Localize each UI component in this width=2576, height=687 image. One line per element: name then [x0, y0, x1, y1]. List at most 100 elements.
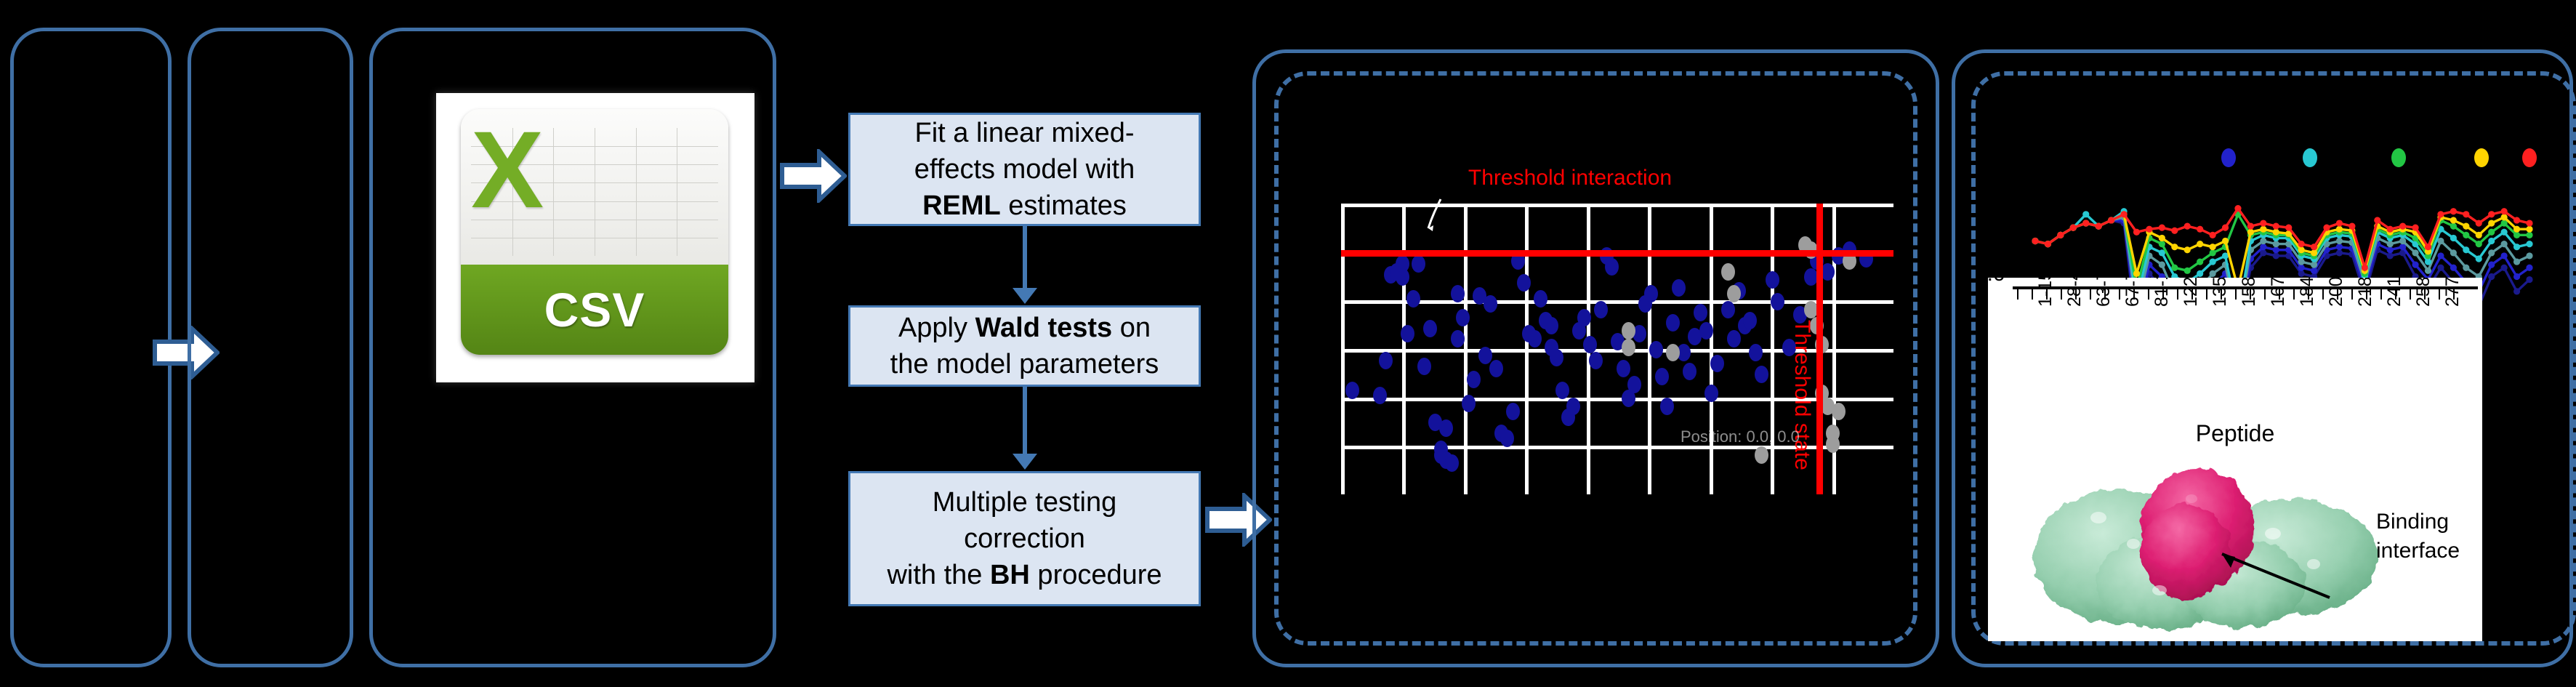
peptide-series-marker [2247, 222, 2255, 230]
peptide-series-marker [2221, 252, 2229, 260]
peptide-series-marker [2120, 211, 2128, 218]
peptide-tick-label: 135-144 [2210, 278, 2231, 307]
fit-model-reml: REML [922, 190, 1001, 221]
scatter-point [1721, 263, 1735, 281]
scatter-gridline-vertical [1464, 204, 1468, 494]
peptide-series-marker [2526, 231, 2533, 238]
scatter-point [1832, 403, 1846, 420]
peptide-series-marker [2463, 211, 2470, 218]
peptide-series-marker [2260, 225, 2267, 233]
peptide-axis-tick [2090, 289, 2091, 300]
peptide-series-line [2034, 206, 2530, 273]
legend-dot-red [2522, 148, 2537, 167]
scatter-gridline-horizontal [1341, 204, 1893, 207]
peptide-series-marker [2437, 237, 2444, 245]
peptide-series-marker [2513, 273, 2521, 281]
peptide-axis-tick [2366, 289, 2367, 300]
peptide-series-line [2034, 209, 2530, 318]
peptide-axis-tick [2410, 289, 2411, 300]
legend-dot-cyan [2303, 148, 2317, 167]
spreadsheet-gridlines [461, 109, 728, 265]
scatter-point [1644, 285, 1658, 302]
peptide-series-marker [2260, 244, 2267, 251]
connector-wald-to-correction-arrowhead [1013, 454, 1037, 470]
peptide-y-zero-label: 0.0 [1988, 278, 2005, 286]
binding-interface-line2: interface [2376, 539, 2460, 563]
scatter-point [1594, 301, 1608, 318]
scatter-point [1622, 322, 1635, 340]
peptide-series-marker [2500, 252, 2508, 260]
peptide-axis-tick [2221, 289, 2222, 300]
peptide-series-marker [2158, 224, 2165, 231]
peptide-series-marker [2260, 220, 2267, 227]
peptide-axis-tick [2351, 289, 2353, 300]
scatter-gridline-horizontal [1341, 349, 1893, 353]
scatter-point [1727, 330, 1741, 347]
csv-file-icon: X CSV [461, 109, 728, 355]
mt-line2: correction [964, 523, 1085, 554]
peptide-series-marker [2526, 225, 2533, 233]
peptide-series-marker [2082, 220, 2090, 227]
peptide-series-line [2034, 215, 2530, 325]
peptide-tick-label: 258-266 [2413, 278, 2434, 307]
peptide-series-marker [2032, 237, 2039, 245]
scatter-point [1683, 363, 1696, 380]
scatter-gridline-vertical [1525, 204, 1529, 494]
peptide-series-marker [2450, 249, 2457, 257]
scatter-point [1412, 255, 1425, 273]
peptide-series-marker [2450, 217, 2457, 224]
peptide-series-marker [2424, 258, 2432, 265]
peptide-series-marker [2272, 241, 2279, 248]
peptide-series-marker [2171, 264, 2178, 271]
scatter-point [1727, 285, 1741, 302]
scatter-point [1666, 344, 1680, 361]
scatter-point [1423, 320, 1437, 337]
peptide-tick-label: 122-129 [2181, 278, 2202, 307]
statistical-method-stage-panel [369, 28, 776, 667]
scatter-point [1826, 435, 1840, 453]
peptide-axis-tick [2337, 289, 2338, 300]
peptide-series-marker [2412, 224, 2419, 231]
scatter-point [1622, 339, 1635, 356]
scatter-point [1506, 403, 1520, 420]
scatter-point [1749, 344, 1763, 361]
scatter-point [1589, 352, 1603, 369]
mt-line1: Multiple testing [932, 487, 1117, 518]
scatter-gridline-vertical [1832, 204, 1836, 494]
peptide-series-marker [2513, 258, 2521, 265]
peptide-series-marker [2437, 264, 2444, 271]
scatter-point [1489, 360, 1503, 377]
legend-dot-blue [2221, 148, 2236, 167]
peptide-series-marker [2450, 234, 2457, 242]
scatter-point [1462, 395, 1476, 412]
peptide-series-marker [2424, 244, 2432, 251]
scatter-gridline-vertical [1402, 204, 1406, 494]
peptide-series-marker [2044, 241, 2052, 248]
scatter-point [1528, 330, 1542, 347]
scatter-point [1649, 341, 1663, 358]
scatter-point [1583, 336, 1597, 353]
peptide-series-marker [2158, 241, 2165, 248]
peptide-series-marker [2335, 237, 2343, 245]
peptide-axis-tick [2104, 289, 2106, 300]
binding-interface-line1: Binding [2376, 510, 2450, 534]
peptide-series-marker [2450, 222, 2457, 230]
scatter-gridline-vertical [1341, 204, 1345, 494]
scatter-point [1782, 339, 1796, 356]
peptide-series-marker [2463, 246, 2470, 254]
peptide-series-marker [2475, 220, 2482, 227]
peptide-axis-tick [2322, 289, 2324, 300]
threshold-scatter-plot [1341, 204, 1893, 494]
scatter-point [1500, 430, 1514, 447]
fit-model-line3-rest: estimates [1000, 190, 1127, 221]
scatter-point [1534, 290, 1547, 308]
wald-post: on [1112, 313, 1151, 343]
peptide-series-marker [2310, 267, 2318, 274]
peptide-series-marker [2526, 264, 2533, 271]
peptide-x-axis [2013, 286, 2478, 289]
peptide-axis-title: Peptide [2195, 420, 2275, 446]
peptide-series-marker [2386, 246, 2394, 254]
arrow-csv-to-method [780, 149, 847, 203]
scatter-pointer-icon [1427, 198, 1442, 231]
peptide-axis-tick [2264, 289, 2266, 300]
